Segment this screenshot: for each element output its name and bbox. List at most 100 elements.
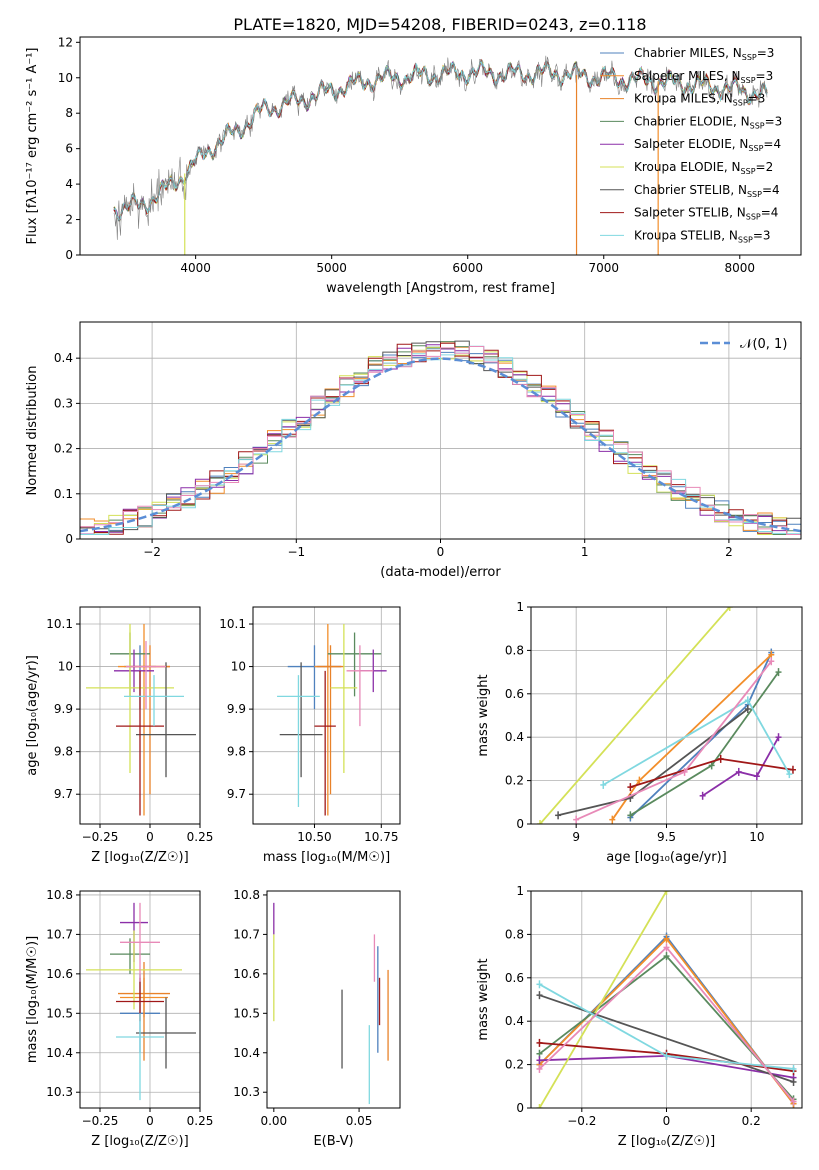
mass_weight_vs_age-plot-area (537, 607, 796, 824)
y-tick-label: 0.6 (505, 971, 524, 985)
errorbar-point (86, 930, 182, 1010)
legend-nssp-subscript: SSP (748, 144, 763, 153)
y-tick-label: 0.4 (54, 351, 73, 365)
mass-weight-line (629, 652, 773, 819)
y-tick-label: 10.5 (46, 1006, 73, 1020)
errorbar-point (116, 670, 164, 816)
axes-frame (79, 606, 201, 825)
y-tick-label: 12 (58, 35, 73, 49)
x-axis-label: mass [log₁₀(M/M☉)] (263, 850, 390, 865)
y-tick-label: 9.7 (227, 787, 246, 801)
legend-label: Chabrier STELIB, NSSP=4 (634, 183, 780, 199)
mass_vs_Z-plot-area (86, 902, 196, 1101)
residual_histogram-plot-area (80, 340, 801, 535)
errorbar-point (118, 962, 170, 1061)
legend-label: Kroupa MILES, NSSP=3 (634, 92, 765, 108)
y-tick-label: 10 (231, 660, 246, 674)
errorbar-point (330, 624, 358, 773)
x-tick-label: 10.50 (297, 830, 331, 844)
legend-nssp-label: , N (729, 206, 746, 220)
legend-nssp-subscript: SSP (741, 167, 756, 176)
y-axis-label: mass [log₁₀(M/M☉)] (25, 936, 40, 1063)
y-tick-label: 10.1 (46, 617, 73, 631)
mass-weight-line (557, 708, 749, 817)
y-axis-label: Normed distribution (25, 366, 40, 496)
axes-frame (79, 890, 201, 1109)
y-tick-label: 0.8 (505, 927, 524, 941)
y-tick-label: 10 (58, 71, 73, 85)
x-tick-label: 5000 (316, 261, 347, 275)
x-tick-label: −0.25 (82, 1114, 119, 1128)
y-tick-label: 6 (65, 142, 73, 156)
legend-series-name: Chabrier MILES (634, 46, 725, 60)
legend-nssp-value: =4 (762, 183, 780, 197)
mass_weight_vs_age-panel: 9 9.5 10 0 0.2 0.4 0.6 0.8 1 age [log₁₀(age/yr)] m… (476, 600, 803, 865)
mass-weight-line (538, 891, 668, 1108)
y-tick-label: 10.7 (233, 927, 260, 941)
x-axis-label: E(B-V) (313, 1134, 353, 1149)
errorbar-point (110, 938, 150, 974)
y-tick-label: 10.8 (46, 888, 73, 902)
legend-label: Salpeter MILES, NSSP=3 (634, 69, 773, 85)
legend-nssp-label: , N (732, 137, 749, 151)
y-tick-label: 10.6 (46, 967, 73, 981)
errorbar-point (317, 645, 344, 795)
y-tick-label: 10.3 (46, 1085, 73, 1099)
y-tick-label: 4 (65, 177, 73, 191)
y-tick-label: 10.1 (219, 617, 246, 631)
legend-nssp-subscript: SSP (746, 213, 761, 222)
residual_histogram-panel: −2 −1 0 1 2 0 0.1 0.2 0.3 0.4 (data-model)/error No… (25, 321, 802, 580)
x-tick-label: 1 (581, 545, 589, 559)
legend-label: Salpeter ELODIE, NSSP=4 (634, 137, 781, 153)
x-axis-label: Z [log₁₀(Z/Z☉)] (618, 1134, 715, 1149)
legend-series-name: Salpeter MILES (634, 69, 724, 83)
y-tick-label: 0.3 (54, 396, 73, 410)
x-tick-label: −0.25 (82, 830, 119, 844)
errorbar-point (277, 675, 320, 807)
x-tick-label: 7000 (588, 261, 619, 275)
x-tick-label: −1 (287, 545, 305, 559)
legend-nssp-value: =3 (753, 228, 771, 242)
legend-series-name: Chabrier STELIB (634, 183, 730, 197)
x-tick-label: 4000 (180, 261, 211, 275)
errorbar-point (327, 632, 382, 697)
y-tick-label: 10.4 (46, 1046, 73, 1060)
x-tick-label: 9 (572, 830, 580, 844)
age_vs_Z-panel: −0.25 0 0.25 9.7 9.8 9.9 10 10.1 Z [log₁₀(Z/Z☉)]… (25, 606, 213, 865)
x-tick-label: 10 (749, 830, 764, 844)
axes-frame (266, 890, 401, 1109)
y-tick-label: 9.8 (54, 745, 73, 759)
x-tick-label: 2 (725, 545, 733, 559)
legend-series-name: Kroupa MILES (634, 92, 716, 106)
y-tick-label: 1 (516, 884, 524, 898)
errorbar-point (86, 624, 174, 773)
errorbar-point (346, 645, 374, 727)
x-tick-label: 8000 (725, 261, 756, 275)
x-tick-label: −0.2 (567, 1114, 596, 1128)
x-tick-label: −2 (143, 545, 161, 559)
mass-weight-line (702, 736, 780, 797)
mass-weight-line (539, 607, 731, 824)
legend-nssp-label: , N (716, 92, 733, 106)
legend-label: Kroupa STELIB, NSSP=3 (634, 228, 771, 244)
mass_weight_vs_Z-panel: −0.2 0 0.2 0 0.2 0.4 0.6 0.8 1 Z [log₁₀(Z/Z☉)] mas… (476, 884, 803, 1149)
y-tick-label: 10.5 (233, 1006, 260, 1020)
mass_vs_ebv-panel: 0.00 0.05 10.3 10.4 10.5 10.6 10.7 10.8 E(B-V) (233, 888, 401, 1149)
y-tick-label: 0 (65, 532, 73, 546)
x-tick-label: 0 (437, 545, 445, 559)
legend-nssp-value: =2 (756, 160, 774, 174)
legend-nssp-subscript: SSP (738, 235, 753, 244)
legend-label: Chabrier MILES, NSSP=3 (634, 46, 774, 62)
y-tick-label: 8 (65, 106, 73, 120)
y-axis-label: Flux [fλ10⁻¹⁷ erg cm⁻² s⁻¹ A⁻¹] (25, 48, 40, 245)
y-tick-label: 10.8 (233, 888, 260, 902)
x-axis-label: (data-model)/error (380, 565, 501, 580)
legend-nssp-subscript: SSP (742, 53, 757, 62)
x-tick-label: 0 (146, 830, 154, 844)
legend-nssp-value: =3 (748, 92, 766, 106)
legend-nssp-value: =3 (757, 46, 775, 60)
x-axis-label: age [log₁₀(age/yr)] (606, 850, 727, 865)
errorbar-point (116, 1013, 164, 1101)
legend-nssp-subscript: SSP (741, 76, 756, 85)
